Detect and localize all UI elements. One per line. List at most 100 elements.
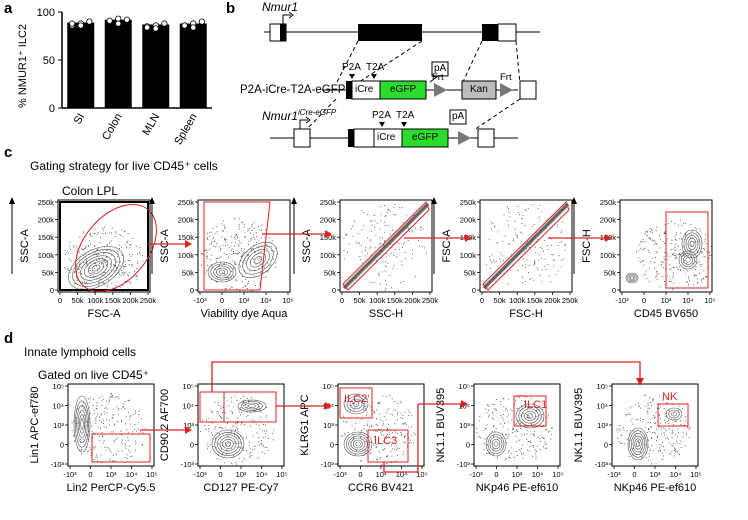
gating-c-plot-5-xtick-1: 0 (642, 296, 646, 305)
gating-d-plot-4-ytick-4: 10⁵ (459, 382, 470, 391)
gating-c-plot-4: 050k100k150k200k250k050k100k150k200k250k… (431, 197, 578, 320)
gating-d-plot-2-xtick-0: -10³ (193, 470, 207, 479)
gating-c-plot-2-xtick-0: -10³ (193, 296, 207, 305)
gating-c-plot-3-ytick-0: 0 (332, 286, 336, 295)
gating-d-plot-4-ylabel: NK1.1 BUV395 (435, 388, 447, 463)
arrow-d-2 (211, 361, 641, 392)
gate-live (203, 201, 271, 291)
gating-c-plot-1-ytick-0: 0 (50, 286, 54, 295)
gating-c-plot-2: -10³ 0 10³ 10⁴ 10⁵050k100k150k200k250kViabil… (149, 197, 294, 320)
gating-c-plot-2-xtick-4: 10⁵ (282, 296, 293, 305)
gating-d-plot-2-xtick-3: 10⁴ (256, 470, 268, 479)
gating-d-plot-2-ytick-4: 10⁵ (183, 382, 194, 391)
gating-c-plot-4-ytick-1: 50k (464, 268, 476, 277)
gating-c-plot-2-ytick-5: 250k (178, 198, 195, 207)
gating-c-plot-3-ylabel: SSC-A (301, 229, 313, 263)
gating-d-plot-1-ytick-3: 10⁴ (52, 402, 64, 411)
targeting-label: P2A-iCre-T2A-eGFP (240, 84, 346, 96)
gating-c-plot-4-xtick-5: 250k (562, 296, 579, 305)
arrow-d-4a (383, 404, 419, 473)
gating-c-plot-4-ytick-4: 200k (460, 216, 477, 225)
p2a-label-2: P2A (372, 110, 391, 121)
gating-c-plot-3-ytick-4: 200k (320, 216, 337, 225)
gating-c-plot-2-xtick-1: 0 (220, 296, 224, 305)
gate-lin-neg (91, 433, 151, 463)
arrow-d-1-head (185, 426, 192, 434)
bar-mln (142, 24, 170, 109)
gating-d-plot-3-ytick-0: -10³ (321, 460, 335, 469)
gating-d-plot-5-xtick-0: -10³ (607, 470, 621, 479)
gating-d-plot-3-ytick-1: 0 (330, 441, 334, 450)
gating-d-plot-2-xtick-1: 0 (218, 470, 222, 479)
gating-d-plot-5-ytick-4: 10⁵ (597, 382, 608, 391)
panel-letter-a: a (4, 0, 13, 17)
bar-point (198, 18, 205, 25)
arrow-d-3-head (325, 402, 332, 410)
gating-c-plot-4-ytick-5: 250k (460, 198, 477, 207)
gating-d-plot-1-xtick-3: 10⁴ (126, 470, 138, 479)
gating-d-plot-5-ytick-1: 0 (604, 441, 608, 450)
panel-letter-c: c (4, 144, 13, 161)
gating-c-plot-3-xtick-0: 0 (340, 296, 344, 305)
gating-d-plot-5-xtick-3: 10⁴ (670, 470, 682, 479)
arrow-c-1-head (185, 240, 192, 248)
gating-c-plot-4-xtick-3: 150k (527, 296, 544, 305)
gating-c-plot-4-xtick-1: 50k (494, 296, 506, 305)
gate-label-ilc2: ILC2 (344, 393, 367, 405)
gating-c-plot-4-xtick-2: 100k (509, 296, 526, 305)
gating-c-plot-1-xtick-3: 150k (105, 296, 122, 305)
bar-spleen (179, 23, 207, 108)
gating-c-plot-1-ytick-3: 150k (38, 233, 55, 242)
bar-point (77, 22, 84, 29)
gating-c-sample: Colon LPL (62, 184, 119, 198)
gating-c-plot-2-ytick-2: 100k (178, 251, 195, 260)
gating-d-plot-3-xlabel: CCR6 BV421 (348, 482, 414, 494)
bar-si (67, 22, 95, 109)
gating-d-plot-2-ytick-1: 0 (190, 441, 194, 450)
bar-point (86, 18, 93, 25)
gating-c-plot-4-xlabel: FSC-H (509, 308, 543, 320)
bar-point (69, 20, 76, 27)
gate-singlets-2 (342, 201, 430, 291)
bar-point (123, 16, 130, 23)
gating-c-plot-5-xtick-4: 10⁵ (704, 296, 715, 305)
gate-cd45 (665, 211, 709, 289)
bar-chart-ytick-label-2: 100 (37, 7, 55, 19)
gating-d-plot-1-xtick-2: 10³ (106, 470, 117, 479)
gating-c-plot-1-xtick-2: 100k (87, 296, 104, 305)
gating-c-plot-5-xtick-2: 10³ (661, 296, 672, 305)
gating-c-plot-3-xlabel: SSC-H (369, 308, 403, 320)
gating-d-plot-5: -10³ 0 10³ 10⁴ 10⁵ -10³ 0 10³ 10⁴ 10⁵ NKp46 PE-ef6… (573, 382, 702, 494)
bar-point (152, 25, 159, 32)
gating-d-plot-1: -10³ 0 10³ 10⁴ 10⁵ -10³ 0 10³ 10⁴ 10⁵ Lin2 PerCP-C… (29, 382, 158, 494)
gate-label-nk: NK (662, 391, 678, 403)
gate-ilc2 (339, 387, 373, 419)
bar-point (106, 17, 113, 24)
gating-d-plot-3-xtick-0: -10³ (333, 470, 347, 479)
gating-c-plot-5-ytick-0: 0 (612, 286, 616, 295)
egfp-label-2: eGFP (412, 132, 439, 143)
gating-c-plot-5-ytick-2: 100k (600, 251, 617, 260)
gating-d-plot-5-ytick-2: 10³ (597, 421, 608, 430)
gating-c-plot-1-ytick-4: 200k (38, 216, 55, 225)
gating-c-plot-5-xtick-3: 10⁴ (682, 296, 694, 305)
arrow-d-2-head (636, 378, 644, 386)
bar-point (190, 24, 197, 31)
gating-c-plot-4-xtick-4: 200k (544, 296, 561, 305)
gating-d-plot-1-xtick-4: 10⁵ (146, 470, 157, 479)
gating-c-plot-1-xtick-5: 250k (140, 296, 157, 305)
gating-c-plot-1-ytick-5: 250k (38, 198, 55, 207)
gating-c-plot-4-ytick-0: 0 (472, 286, 476, 295)
gate-label-ilc3: ILC3 (374, 435, 397, 447)
allele-name: Nmur1iCre-eGFP (262, 108, 337, 123)
panel-letter-d: d (4, 330, 14, 347)
gating-d-plot-1-xlabel: Lin2 PerCP-Cy5.5 (67, 482, 156, 494)
gating-c-plot-2-ytick-1: 50k (182, 268, 194, 277)
gating-c-plot-3-xtick-4: 200k (404, 296, 421, 305)
arrow-c-2-head (325, 230, 332, 238)
gating-d-plot-2-xtick-4: 10⁵ (276, 470, 287, 479)
